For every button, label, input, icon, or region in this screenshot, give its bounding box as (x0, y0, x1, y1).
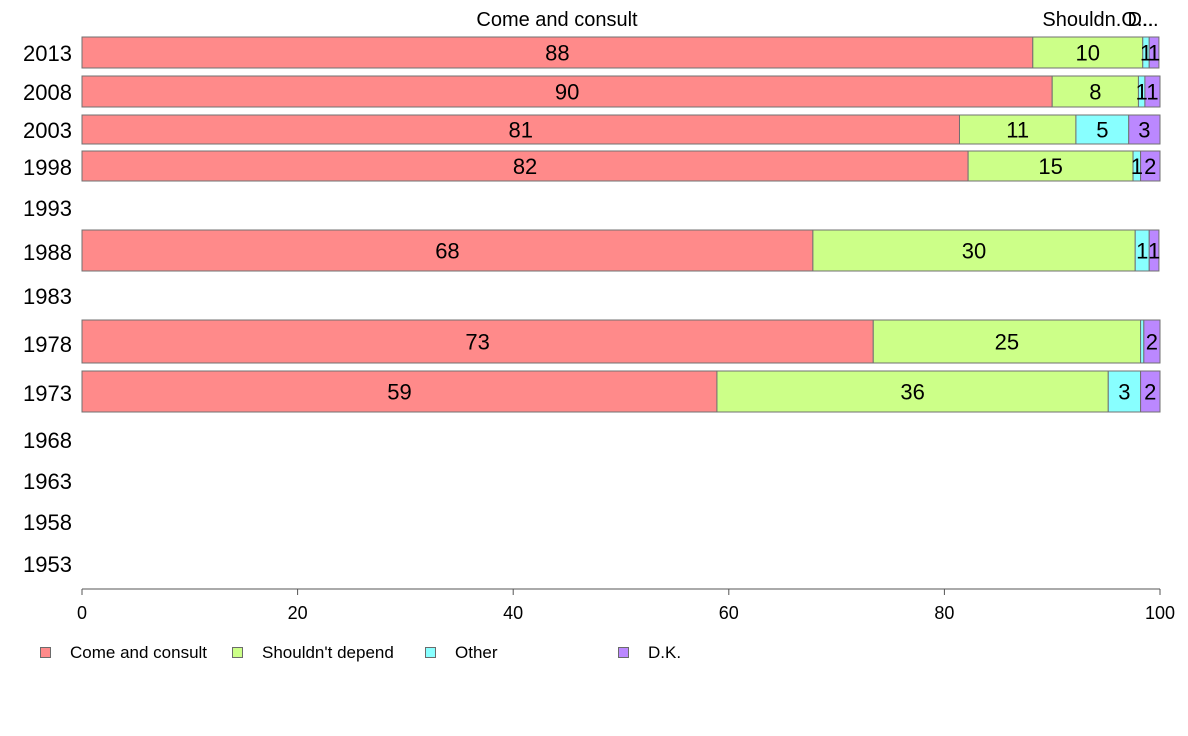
bar-value-label: 90 (555, 80, 579, 105)
bar-value-label: 1 (1131, 154, 1143, 179)
category-label: 1973 (23, 381, 72, 406)
bar-value-label: 2 (1144, 154, 1156, 179)
bar-segment (81, 229, 814, 272)
bar-value-label: 2 (1146, 330, 1158, 355)
legend-label: Other (455, 643, 498, 662)
bar-value-label: 25 (995, 330, 1019, 355)
category-label: 1968 (23, 428, 72, 453)
x-tick-label: 60 (719, 603, 739, 623)
bar-value-label: 68 (435, 239, 459, 264)
category-label: 1998 (23, 155, 72, 180)
bar-segment (81, 370, 718, 413)
bar-value-label: 11 (1006, 118, 1029, 143)
bars (81, 36, 1161, 413)
bar-value-label: 10 (1076, 41, 1100, 66)
bar-value-label: 8 (1089, 80, 1101, 105)
bar-segment (1148, 36, 1160, 69)
bar-segment (1143, 319, 1161, 364)
category-label: 1963 (23, 469, 72, 494)
bar-value-label: 1 (1148, 239, 1160, 264)
category-label: 2003 (23, 118, 72, 143)
bar-value-label: 82 (513, 154, 537, 179)
x-tick-label: 80 (934, 603, 954, 623)
column-label: Shouldn.O... (1042, 9, 1153, 31)
category-label: 1978 (23, 332, 72, 357)
category-label: 1993 (23, 196, 72, 221)
bar-value-label: 5 (1096, 118, 1108, 143)
x-axis: 0 20 40 60 80 100 (77, 588, 1175, 623)
bar-value-label: 30 (962, 239, 986, 264)
bar-segment (812, 229, 1136, 272)
bar-segment (716, 370, 1109, 413)
category-label: 1988 (23, 240, 72, 265)
bar-segment (1107, 370, 1142, 413)
bar-segment (1032, 36, 1144, 69)
column-labels: Come and consult Shouldn.O... D... (476, 9, 1158, 31)
x-tick-label: 40 (503, 603, 523, 623)
bar-value-label: 1 (1140, 41, 1152, 66)
bar-value-label: 36 (900, 380, 924, 405)
x-tick-label: 0 (77, 603, 87, 623)
bar-segment (81, 150, 969, 182)
bar-value-label: 1 (1136, 80, 1148, 105)
legend-swatch (618, 647, 629, 658)
bar-segment (1148, 229, 1160, 272)
category-label: 1983 (23, 284, 72, 309)
category-label: 1953 (23, 552, 72, 577)
bar-segment (1128, 114, 1161, 145)
bar-value-label: 81 (509, 118, 533, 143)
bar-segment (872, 319, 1142, 364)
legend-swatch (232, 647, 243, 658)
legend-swatch (425, 647, 436, 658)
legend-label: Come and consult (70, 643, 208, 662)
bar-value-label: 88 (545, 41, 569, 66)
bar-value-label: 3 (1138, 118, 1150, 143)
category-label: 1958 (23, 510, 72, 535)
bar-value-label: 1 (1148, 41, 1160, 66)
bar-value-label: 1 (1146, 80, 1158, 105)
bar-segment (1144, 75, 1161, 108)
x-tick-label: 20 (288, 603, 308, 623)
legend-label: Shouldn't depend (262, 643, 394, 662)
bar-value-label: 2 (1144, 380, 1156, 405)
bar-value-label: 3 (1118, 380, 1130, 405)
legend-label: D.K. (648, 643, 682, 662)
category-labels: 2013 2008 2003 1998 1993 1988 1983 1978 1973 1968… (23, 41, 72, 577)
x-tick-label: 100 (1145, 603, 1175, 623)
column-label: D... (1127, 9, 1158, 31)
column-label: Come and consult (476, 9, 638, 31)
bar-segment (1140, 150, 1161, 182)
category-label: 2008 (23, 80, 72, 105)
bar-value-label: 73 (465, 330, 489, 355)
category-label: 2013 (23, 41, 72, 66)
bar-value-label: 59 (387, 380, 411, 405)
bar-value-label: 1 (1136, 239, 1148, 264)
legend-swatch (40, 647, 51, 658)
bar-segment (1075, 114, 1130, 145)
bar-segment (81, 75, 1053, 108)
bar-segment (1140, 370, 1161, 413)
bar-value-label: 15 (1038, 154, 1062, 179)
